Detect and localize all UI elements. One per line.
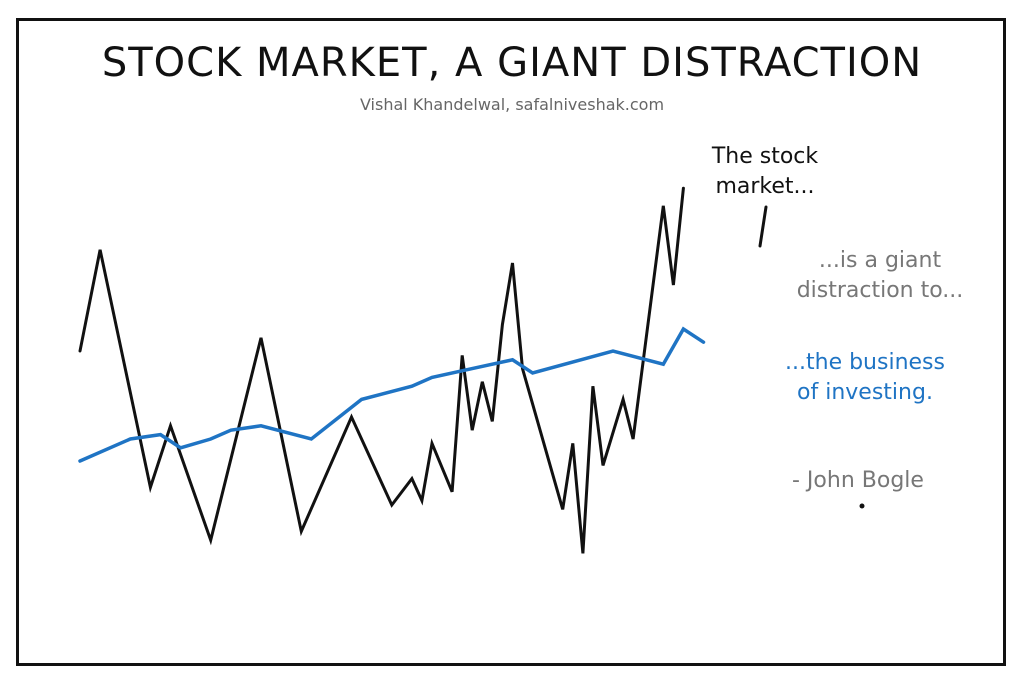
series-layer bbox=[78, 186, 706, 554]
stock-market-line bbox=[78, 186, 685, 554]
annotation-author: - John Bogle bbox=[792, 466, 942, 496]
chart-title: STOCK MARKET, A GIANT DISTRACTION bbox=[101, 40, 923, 86]
market-pointer-line bbox=[758, 205, 768, 248]
annotation-business: ...the business of investing. bbox=[780, 348, 950, 408]
annotation-market-line-2: market... bbox=[715, 174, 815, 199]
stray-dot bbox=[859, 503, 865, 509]
annotation-business-line-2: of investing. bbox=[797, 380, 933, 405]
annotation-author-line-1: - John Bogle bbox=[792, 468, 924, 493]
annotation-market-line-1: The stock bbox=[711, 144, 819, 169]
annotation-distraction-line-1: ...is a giant bbox=[818, 248, 942, 273]
annotation-distraction-line-2: distraction to... bbox=[796, 278, 964, 303]
annotation-distraction: ...is a giant distraction to... bbox=[785, 246, 975, 306]
investing-trend-line bbox=[78, 326, 706, 463]
chart-frame bbox=[16, 18, 1006, 666]
chart-subtitle: Vishal Khandelwal, safalniveshak.com bbox=[359, 95, 665, 114]
annotation-market: The stock market... bbox=[695, 142, 835, 202]
annotation-business-line-1: ...the business bbox=[785, 350, 945, 375]
